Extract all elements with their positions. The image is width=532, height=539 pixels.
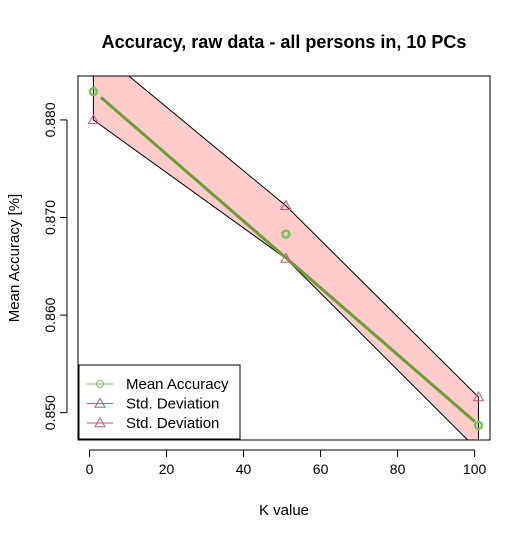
legend-label: Std. Deviation — [126, 415, 219, 432]
x-tick-label: 60 — [313, 461, 329, 477]
legend-triangle-icon — [94, 397, 106, 408]
x-tick-label: 40 — [236, 461, 252, 477]
x-tick-label: 100 — [463, 461, 487, 477]
plot-area — [87, 42, 485, 440]
std-deviation-upper-point — [88, 42, 98, 51]
mean-accuracy-point — [88, 86, 99, 97]
x-tick-label: 80 — [390, 461, 406, 477]
legend-label: Mean Accuracy — [126, 376, 229, 393]
y-tick-label: 0.880 — [42, 102, 58, 137]
axes: 0 20 40 60 80 100 0.850 0.860 0.870 0.880 — [42, 75, 491, 477]
std-deviation-lower-point — [280, 252, 292, 263]
std-deviation-lower-point — [87, 113, 100, 125]
y-axis-label: Mean Accuracy [%] — [6, 194, 23, 322]
legend-label: Std. Deviation — [126, 396, 219, 413]
plot-border — [77, 75, 491, 441]
legend-triangle-icon — [94, 416, 106, 428]
y-tick-label: 0.850 — [42, 395, 58, 430]
x-axis-label: K value — [259, 502, 309, 519]
mean-accuracy-point — [473, 420, 484, 431]
y-tick-label: 0.860 — [42, 297, 58, 332]
chart-title: Accuracy, raw data - all persons in, 10 … — [102, 32, 467, 52]
y-tick-label: 0.870 — [42, 200, 58, 235]
x-tick-label: 0 — [86, 461, 94, 477]
std-deviation-upper-point — [472, 391, 485, 402]
legend-box — [78, 364, 241, 440]
legend: Mean Accuracy Std. Deviation Std. Deviatio… — [78, 364, 241, 440]
legend-circle-icon — [96, 380, 104, 388]
mean-accuracy-trend-line — [100, 96, 476, 423]
mean-accuracy-point — [281, 229, 291, 239]
x-tick-label: 20 — [159, 461, 175, 477]
std-deviation-upper-point — [280, 199, 292, 211]
